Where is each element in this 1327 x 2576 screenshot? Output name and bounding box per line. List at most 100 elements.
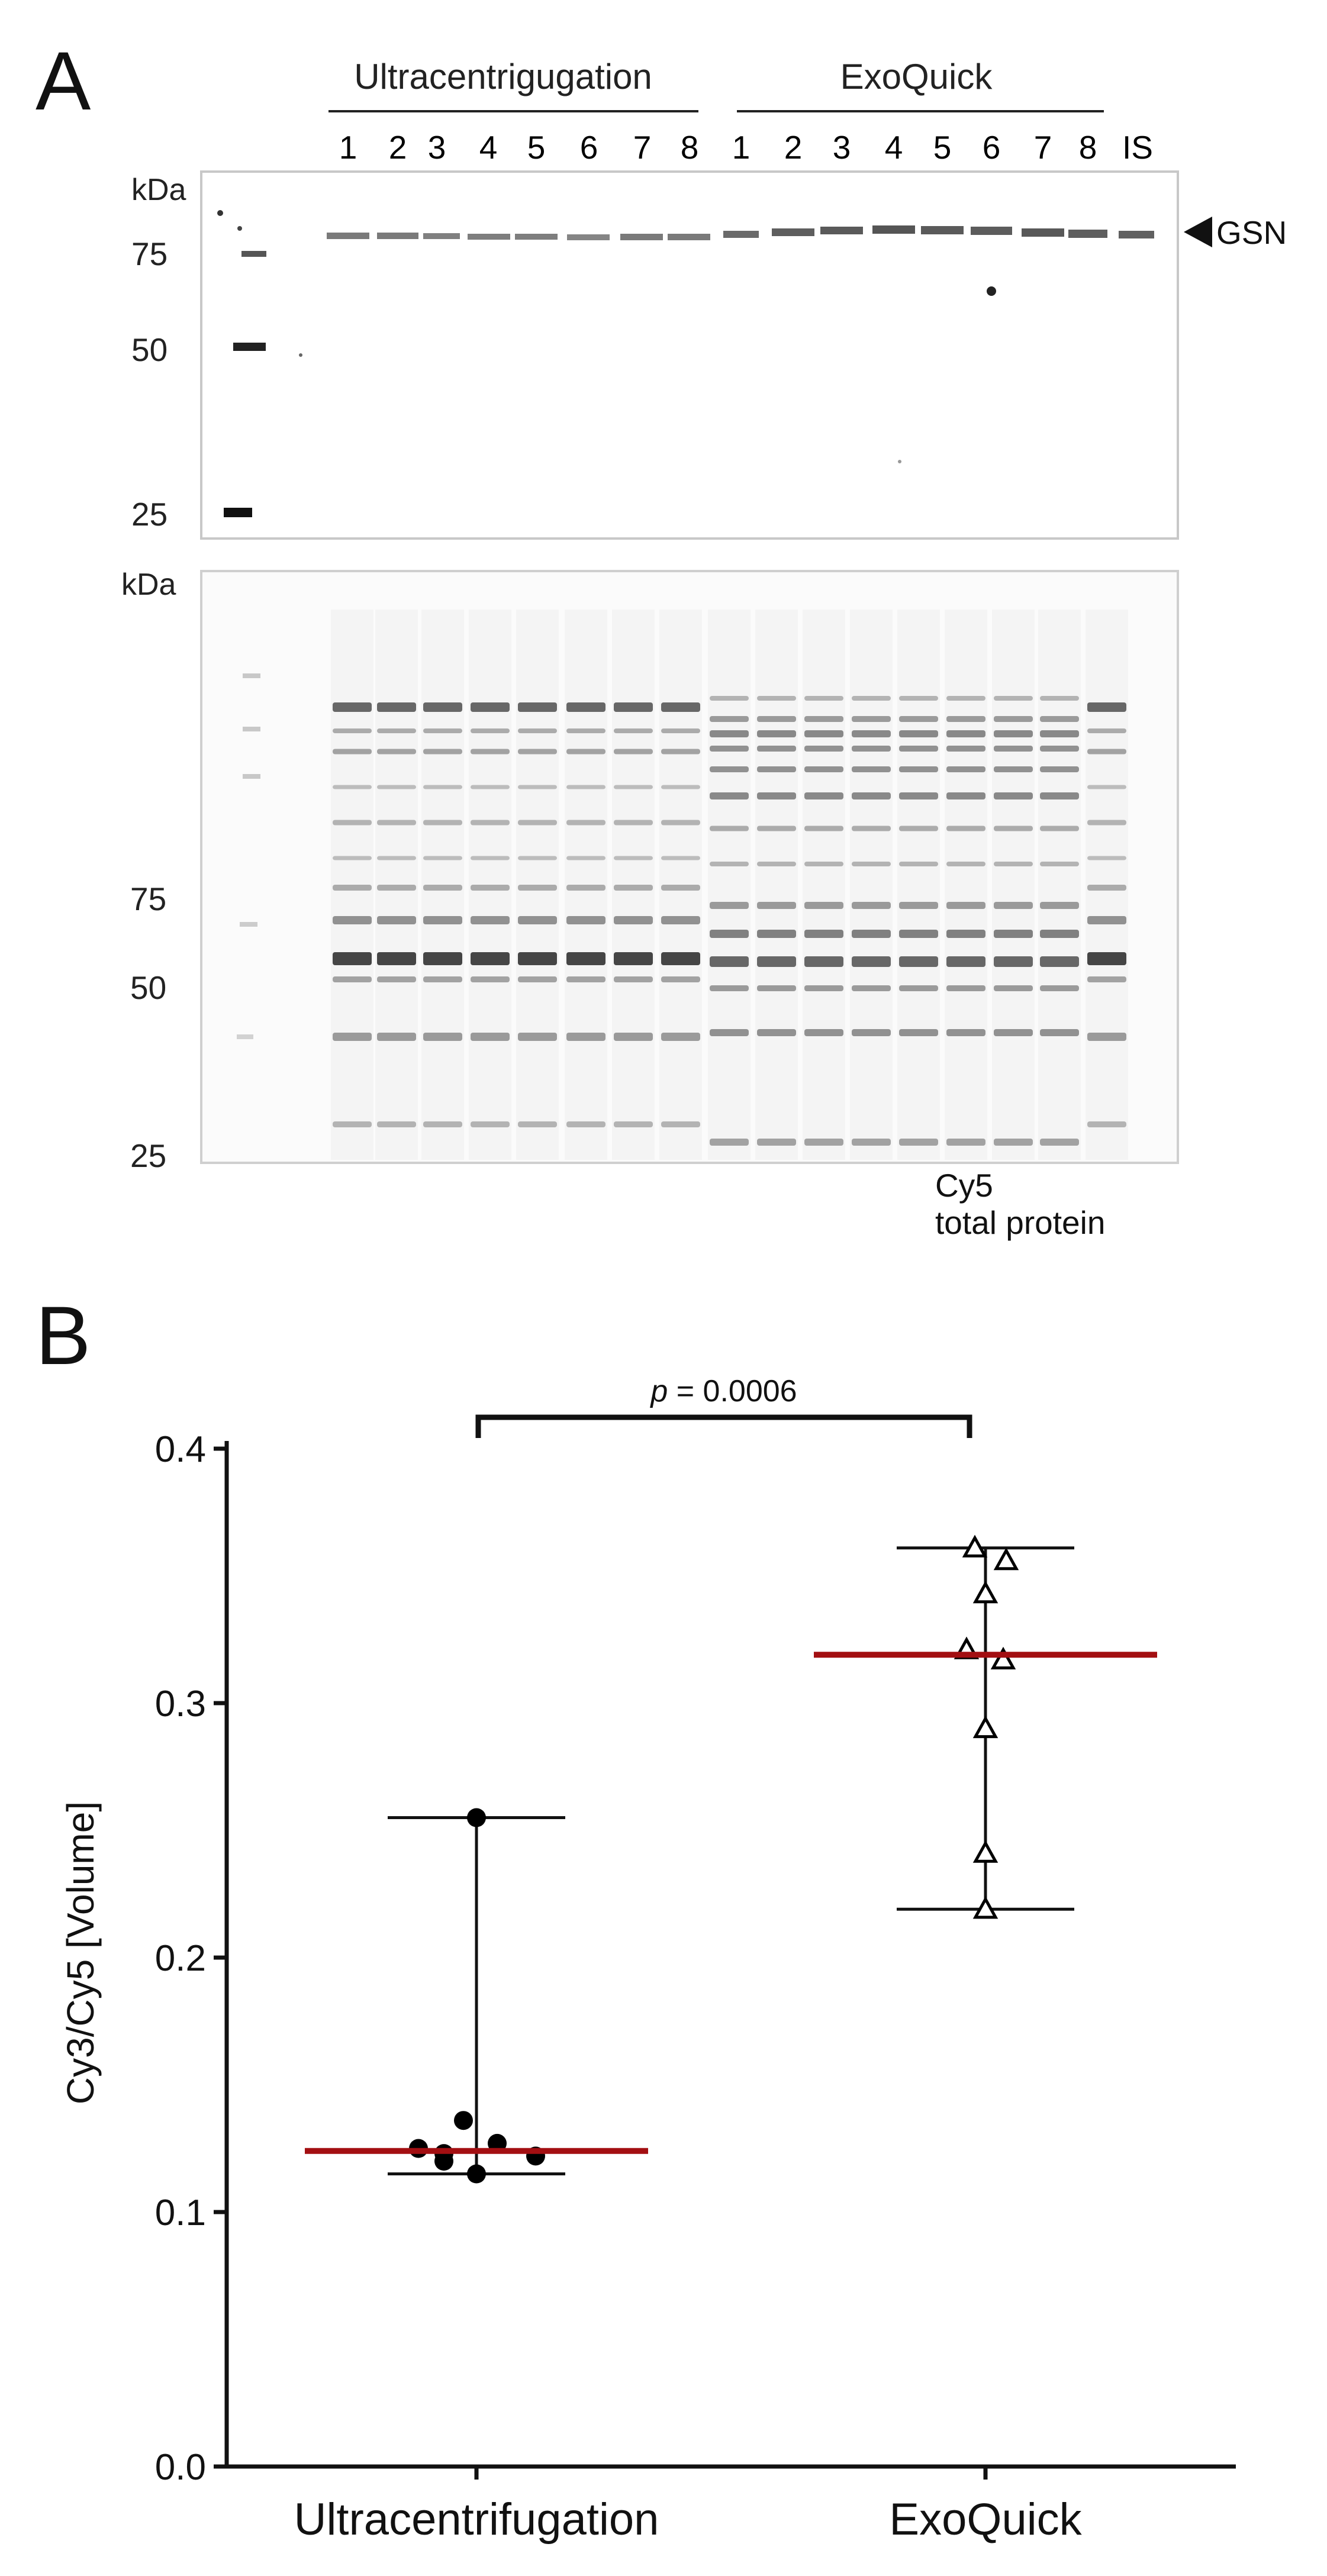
gel-band bbox=[614, 952, 653, 965]
gel-band bbox=[946, 746, 985, 752]
gel-lane bbox=[803, 610, 845, 1160]
x-ticks: Ultracentrifugation ExoQuick bbox=[294, 2467, 1083, 2545]
gel-band bbox=[614, 728, 653, 733]
gel-band bbox=[994, 766, 1033, 772]
gel-band bbox=[899, 746, 938, 752]
gel-band bbox=[804, 930, 843, 938]
gel-band bbox=[1040, 1139, 1079, 1146]
data-point bbox=[962, 1534, 988, 1558]
gel-band bbox=[757, 1029, 796, 1036]
gel-lane bbox=[708, 610, 751, 1160]
data-point bbox=[454, 2111, 473, 2130]
gel-band bbox=[566, 728, 605, 733]
gel-band bbox=[471, 820, 510, 826]
gel-band bbox=[566, 820, 605, 826]
gel-band bbox=[566, 916, 605, 924]
lane-number: 4 bbox=[479, 129, 498, 166]
gel-ladder-band bbox=[243, 727, 260, 731]
y-tick-label: 0.4 bbox=[155, 1429, 206, 1470]
gel-band bbox=[614, 976, 653, 982]
gel-band bbox=[661, 916, 700, 924]
gel-band bbox=[471, 1033, 510, 1041]
gsn-band bbox=[1068, 230, 1107, 238]
gel-band bbox=[994, 1029, 1033, 1036]
gsn-band bbox=[820, 227, 863, 234]
gel-band bbox=[852, 1139, 891, 1146]
gel-band bbox=[661, 856, 700, 860]
gel-band bbox=[1040, 985, 1079, 991]
gel-band bbox=[377, 952, 416, 965]
gsn-arrow-icon bbox=[1184, 217, 1212, 247]
lane-number: 2 bbox=[784, 129, 803, 166]
gel-band bbox=[566, 785, 605, 789]
gel-band bbox=[710, 716, 749, 722]
gel-marker-label: 50 bbox=[130, 969, 166, 1006]
gel-band bbox=[377, 702, 416, 712]
gel-band bbox=[614, 749, 653, 755]
x-category-label: Ultracentrifugation bbox=[294, 2494, 659, 2545]
gel-band bbox=[566, 856, 605, 860]
gel-band bbox=[1040, 1029, 1079, 1036]
gel-band bbox=[614, 916, 653, 924]
gel-lane bbox=[850, 610, 893, 1160]
lane-number: 8 bbox=[1079, 129, 1097, 166]
gel-band bbox=[518, 952, 557, 965]
gel-band bbox=[423, 1121, 462, 1127]
gel-band bbox=[899, 956, 938, 967]
data-point bbox=[434, 2152, 453, 2171]
gel-band bbox=[423, 952, 462, 965]
gel-band bbox=[852, 696, 891, 701]
gel-band bbox=[757, 930, 796, 938]
gel-band bbox=[566, 1121, 605, 1127]
gel-band bbox=[946, 716, 985, 722]
blot-speck bbox=[987, 286, 996, 296]
gel-band bbox=[946, 985, 985, 991]
lane-number: 5 bbox=[933, 129, 952, 166]
gel-band bbox=[899, 985, 938, 991]
gel-band bbox=[333, 728, 372, 733]
gel-band bbox=[1040, 930, 1079, 938]
gel-band bbox=[1087, 1121, 1126, 1127]
gel-band bbox=[661, 1121, 700, 1127]
gel-band bbox=[946, 930, 985, 938]
gel-band bbox=[994, 985, 1033, 991]
lane-numbers: 1 2 3 4 5 6 7 8 1 2 3 4 5 6 7 8 IS bbox=[339, 129, 1153, 166]
gsn-band bbox=[468, 234, 510, 240]
gel-band bbox=[994, 862, 1033, 866]
group-label-exoquick: ExoQuick bbox=[840, 57, 993, 96]
gel-band bbox=[804, 766, 843, 772]
gel-band bbox=[423, 856, 462, 860]
blot-speck bbox=[898, 460, 901, 463]
gel-lane bbox=[992, 610, 1035, 1160]
gel-band bbox=[899, 826, 938, 831]
gel-band bbox=[518, 916, 557, 924]
gel-band bbox=[333, 749, 372, 755]
blot-marker-label: 75 bbox=[131, 236, 168, 272]
gel-band bbox=[946, 766, 985, 772]
gel-band bbox=[614, 1033, 653, 1041]
gel-band bbox=[946, 730, 985, 737]
gel-band bbox=[899, 716, 938, 722]
gel-band bbox=[566, 702, 605, 712]
gel-band bbox=[518, 785, 557, 789]
gel-band bbox=[1040, 956, 1079, 967]
gel-band bbox=[333, 820, 372, 826]
gel-band bbox=[423, 1033, 462, 1041]
gel-band bbox=[377, 916, 416, 924]
gel-band bbox=[946, 696, 985, 701]
gel-lane bbox=[755, 610, 798, 1160]
x-category-label: ExoQuick bbox=[889, 2494, 1082, 2545]
gel-band bbox=[994, 716, 1033, 722]
gel-band bbox=[614, 885, 653, 891]
gsn-band-row bbox=[327, 225, 1154, 463]
significance-bracket bbox=[475, 1414, 972, 1438]
gel-band bbox=[852, 985, 891, 991]
data-point bbox=[467, 2164, 486, 2184]
gel-band bbox=[471, 749, 510, 755]
gel-band bbox=[1040, 730, 1079, 737]
gel-band bbox=[899, 1029, 938, 1036]
gel-band bbox=[518, 702, 557, 712]
plot-marks bbox=[305, 1534, 1157, 2184]
gel-band bbox=[852, 902, 891, 909]
gel-band bbox=[614, 1121, 653, 1127]
